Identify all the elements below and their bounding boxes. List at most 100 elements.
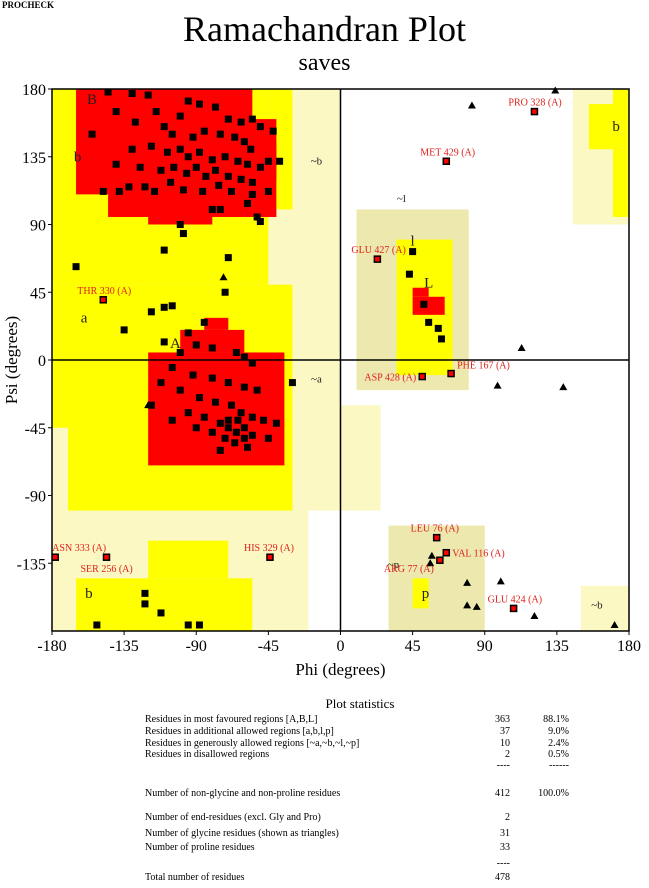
residue-point — [269, 127, 277, 135]
residue-label: ARG 77 (A) — [384, 564, 434, 575]
residue-point — [112, 160, 120, 168]
core-region — [412, 287, 429, 297]
x-axis-label: Phi (degrees) — [295, 660, 385, 679]
residue-point — [208, 156, 216, 164]
residue-point — [253, 213, 261, 221]
residue-point — [248, 413, 256, 421]
residue-point — [192, 341, 200, 349]
residue-point — [248, 431, 256, 439]
residue-point — [260, 416, 268, 424]
residue-point — [167, 178, 175, 186]
residue-point — [128, 90, 136, 98]
residue-point — [216, 205, 224, 213]
stats-label: Residues in generously allowed regions [… — [145, 738, 360, 749]
residue-label: GLU 427 (A) — [351, 245, 405, 256]
residue-point — [160, 123, 168, 131]
stats-count: 31 — [500, 828, 510, 839]
residue-point — [192, 163, 200, 171]
residue-point — [405, 270, 413, 278]
residue-point — [211, 103, 219, 111]
residue-point — [221, 434, 229, 442]
y-tick-label: -90 — [25, 489, 46, 506]
y-tick-label: -135 — [17, 556, 46, 573]
residue-point — [221, 288, 229, 296]
region-label: ~b — [591, 599, 603, 611]
residue-point — [256, 217, 264, 225]
stats-row: Residues in generously allowed regions [… — [145, 738, 569, 749]
residue-point — [168, 364, 176, 372]
glycine-point — [530, 611, 539, 619]
glycine-point — [610, 620, 619, 628]
x-tick-label: -180 — [37, 638, 66, 655]
residue-point — [199, 187, 207, 195]
region-label: ~l — [397, 193, 406, 205]
residue-point — [231, 439, 239, 447]
x-tick-label: 0 — [337, 638, 345, 655]
y-tick-label: 45 — [30, 285, 46, 302]
ramachandran-plot: -180 -135 -90 -45 0 45 90 135 180 180 135 90 45 0 -45 -… — [2, 82, 641, 679]
x-tick-label: 135 — [545, 638, 569, 655]
core-region — [204, 317, 229, 330]
residue-point — [195, 621, 203, 629]
residue-label: VAL 116 (A) — [452, 549, 504, 560]
stats-percent: 100.0% — [538, 788, 569, 799]
residue-point — [211, 398, 219, 406]
residue-point — [125, 183, 133, 191]
residue-point — [208, 374, 216, 382]
residue-point — [248, 359, 256, 367]
residue-label: PRO 328 (A) — [508, 98, 561, 109]
allowed-region — [76, 578, 253, 631]
residue-point — [208, 344, 216, 352]
stats-row: Number of end-residues (excl. Gly and Pr… — [145, 812, 510, 823]
residue-point — [248, 115, 256, 123]
residue-point — [168, 130, 176, 138]
stats-row: Number of non-glycine and non-proline re… — [145, 788, 569, 799]
stats-count: 10 — [500, 738, 510, 749]
residue-point — [216, 130, 224, 138]
residue-point — [184, 97, 192, 105]
stats-label: Residues in additional allowed regions [… — [145, 726, 334, 737]
chart-title: Ramachandran Plot — [183, 9, 466, 49]
residue-point — [176, 386, 184, 394]
labeled-residue-point — [99, 296, 108, 304]
y-tick-label: 180 — [22, 82, 46, 99]
allowed-region — [412, 578, 429, 609]
residue-point — [200, 413, 208, 421]
stats-label: Residues in disallowed regions — [145, 749, 270, 760]
x-tick-label: -135 — [109, 638, 138, 655]
residue-point — [208, 205, 216, 213]
labeled-residue-point — [442, 157, 451, 166]
residue-point — [141, 183, 149, 191]
x-tick-label: 90 — [477, 638, 493, 655]
residue-point — [425, 318, 433, 326]
residue-point — [232, 348, 240, 356]
region-label: ~p — [388, 559, 400, 571]
x-tick-label: -45 — [258, 638, 279, 655]
residue-point — [179, 186, 187, 194]
labeled-residue-point — [530, 107, 539, 116]
residue-point — [189, 133, 197, 141]
residue-point — [234, 157, 242, 165]
residue-point — [152, 108, 160, 116]
residue-point — [202, 172, 210, 180]
stats-count: 363 — [495, 714, 510, 725]
region-label: l — [411, 234, 415, 250]
stats-count: ---- — [496, 760, 510, 771]
stats-row: Residues in disallowed regions 2 0.5% — [145, 749, 569, 760]
residue-label: LEU 76 (A) — [411, 524, 459, 535]
glycine-point — [427, 551, 436, 559]
residue-point — [231, 133, 239, 141]
labeled-residue-point — [266, 553, 274, 561]
glycine-point — [472, 602, 481, 610]
residue-point — [240, 424, 248, 432]
region-label: b — [74, 149, 82, 165]
residue-point — [183, 169, 191, 177]
residue-point — [237, 409, 245, 417]
residue-point — [264, 187, 272, 195]
residue-point — [276, 157, 284, 165]
residue-point — [93, 621, 101, 629]
residue-point — [176, 145, 184, 153]
core-region — [148, 194, 213, 225]
residue-point — [120, 326, 128, 334]
glycine-point — [463, 578, 472, 586]
